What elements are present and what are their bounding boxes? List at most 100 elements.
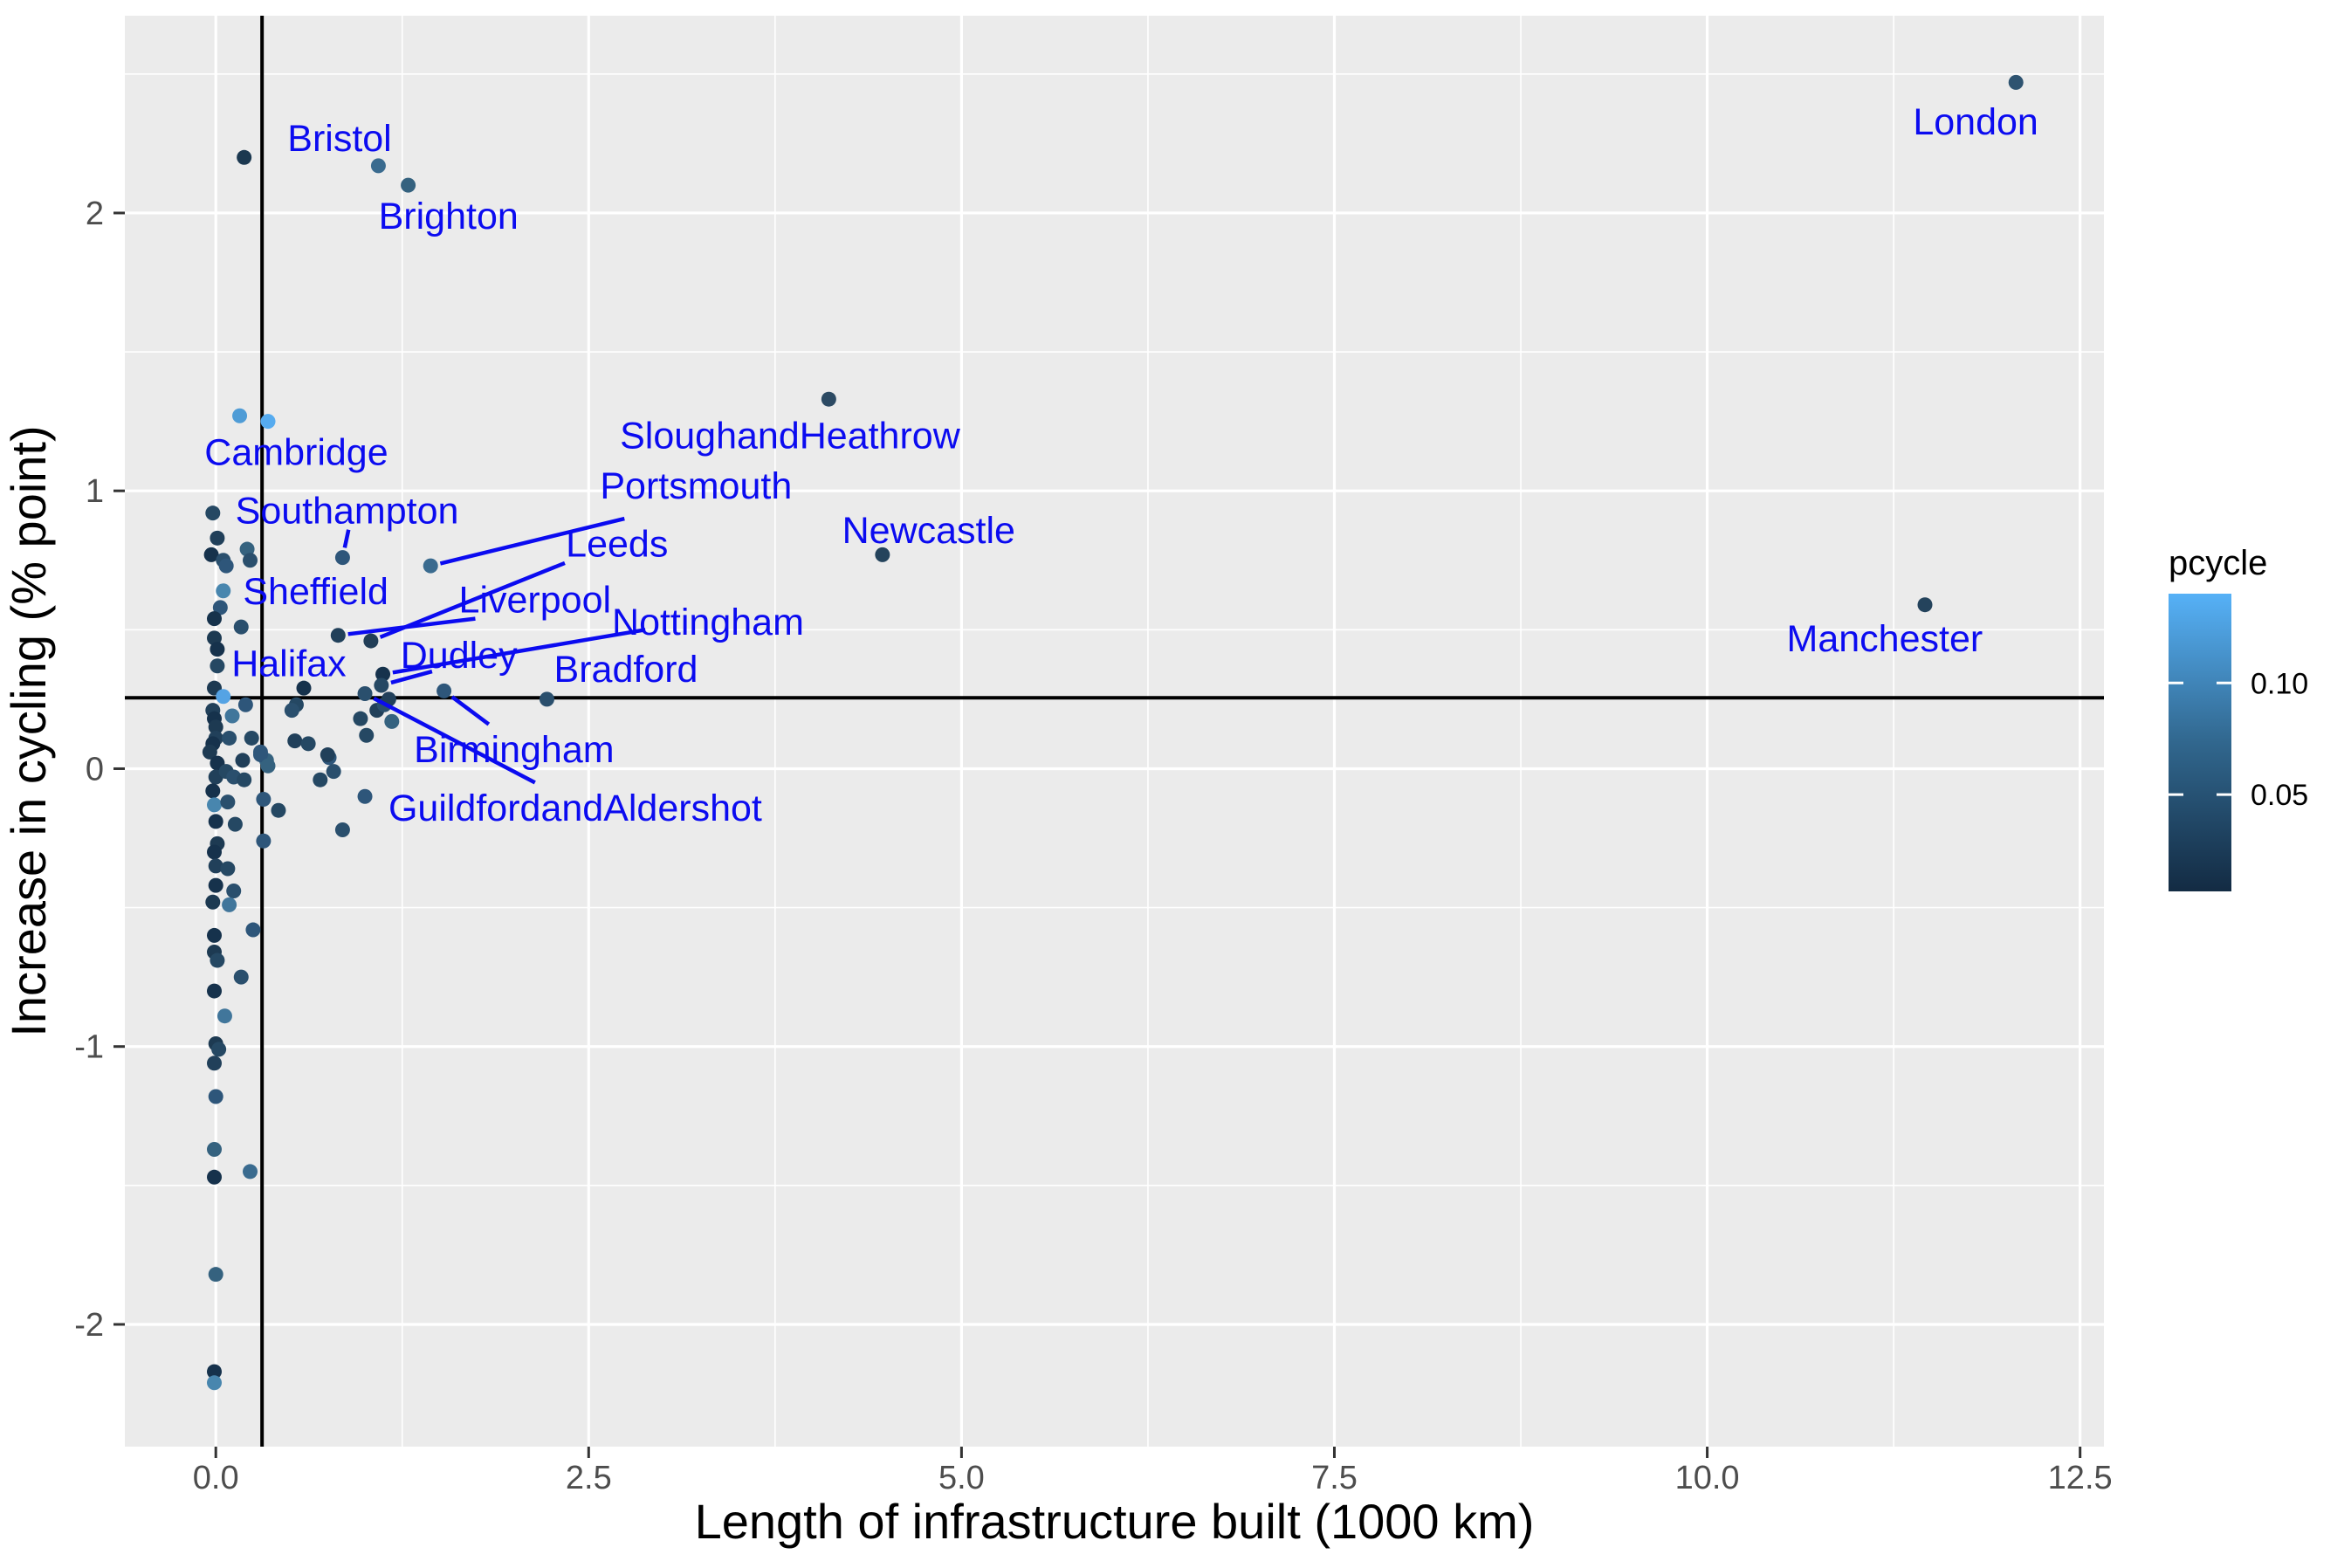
data-point — [237, 772, 252, 787]
data-point — [243, 1164, 258, 1179]
data-point — [205, 894, 221, 910]
label-leader-lines — [342, 516, 646, 785]
data-point — [227, 816, 243, 832]
x-tick-label: 12.5 — [2048, 1460, 2113, 1496]
data-point-london — [2008, 74, 2024, 90]
city-label-southampton: Southampton — [236, 490, 459, 532]
legend-colorbar: pcycle 0.10 0.05 — [2169, 544, 2308, 891]
data-point — [207, 1141, 223, 1157]
x-axis: 0.0 2.5 5.0 7.5 10.0 12.5 — [193, 1447, 2113, 1496]
data-point — [334, 822, 350, 837]
x-tick-label: 2.5 — [566, 1460, 612, 1496]
data-point — [202, 744, 217, 760]
data-point-halifax — [233, 619, 249, 635]
data-point — [320, 747, 335, 763]
data-point — [222, 897, 237, 912]
data-points — [202, 74, 2024, 1391]
data-point-dudley — [374, 677, 389, 693]
data-point-newcastle — [875, 547, 890, 562]
data-point — [235, 753, 251, 768]
x-tick-label: 0.0 — [193, 1460, 239, 1496]
data-point — [237, 697, 253, 712]
data-point — [271, 802, 286, 818]
data-point — [207, 1056, 223, 1071]
city-labels: London Bristol Brighton Cambridge SloughandH… — [204, 101, 2038, 829]
y-axis-title: Increase in cycling (% point) — [1, 425, 56, 1036]
data-point — [287, 733, 303, 749]
data-point — [210, 530, 225, 546]
data-point-sheffield — [216, 583, 231, 599]
data-point-cambridge — [260, 414, 276, 430]
data-point — [244, 730, 259, 746]
data-point — [384, 713, 400, 729]
data-point — [217, 1008, 232, 1024]
city-label-halifax: Halifax — [231, 643, 347, 685]
data-point — [208, 719, 223, 735]
x-axis-title: Length of infrastructure built (1000 km) — [695, 1494, 1535, 1549]
data-point — [208, 858, 223, 874]
data-point-portsmouth — [423, 558, 438, 574]
y-tick-label: -1 — [74, 1029, 104, 1066]
data-point-bristol — [370, 158, 386, 174]
data-point — [208, 1267, 223, 1283]
x-tick-label: 10.0 — [1675, 1460, 1740, 1496]
legend-ticks: 0.10 0.05 — [2169, 667, 2308, 812]
data-point-leeds — [363, 633, 379, 649]
leader-line-nottingham — [392, 628, 646, 675]
data-point — [326, 764, 341, 780]
city-label-sheffield: Sheffield — [243, 571, 388, 613]
data-point — [208, 1089, 223, 1104]
y-tick-label: 1 — [86, 473, 104, 510]
data-point — [216, 689, 231, 705]
data-point-bradford — [539, 691, 554, 707]
data-point-nottingham — [375, 666, 391, 682]
city-label-guildfordandaldershot: GuildfordandAldershot — [388, 787, 762, 829]
data-point — [237, 149, 252, 165]
city-label-portsmouth: Portsmouth — [600, 465, 792, 507]
data-point — [205, 783, 221, 799]
city-label-bristol: Bristol — [287, 118, 391, 160]
data-point-sloughandheathrow — [821, 391, 836, 407]
x-tick-label: 7.5 — [1311, 1460, 1358, 1496]
leader-line-guildfordandaldershot — [373, 696, 536, 785]
data-point — [232, 408, 248, 423]
data-point-liverpool — [330, 628, 346, 643]
data-point — [256, 833, 272, 849]
data-point — [208, 877, 223, 893]
plot-panel — [125, 16, 2104, 1447]
x-tick-label: 5.0 — [938, 1460, 985, 1496]
data-point — [211, 1042, 227, 1057]
data-point — [207, 630, 223, 646]
data-point — [260, 758, 276, 774]
leader-line-birmingham — [450, 695, 491, 726]
data-point — [357, 788, 373, 804]
data-point — [220, 794, 236, 810]
legend-title: pcycle — [2169, 544, 2267, 582]
data-point — [207, 844, 223, 860]
data-point — [239, 541, 255, 557]
legend-gradient-bar — [2169, 594, 2231, 891]
data-point — [207, 1169, 223, 1185]
y-tick-label: -2 — [74, 1307, 104, 1344]
minor-gridlines — [125, 16, 2104, 1447]
data-point — [222, 730, 237, 746]
data-point — [203, 547, 219, 562]
data-point — [212, 600, 228, 616]
city-label-dudley: Dudley — [401, 635, 518, 677]
data-point — [207, 983, 223, 999]
data-point-southampton — [334, 550, 350, 566]
data-point — [233, 969, 249, 985]
data-point — [210, 952, 225, 968]
data-point — [220, 861, 236, 877]
y-axis: 2 1 0 -1 -2 — [74, 196, 125, 1344]
city-label-bradford: Bradford — [554, 649, 698, 691]
data-point-guildfordandaldershot — [357, 686, 373, 702]
data-point — [224, 708, 240, 724]
data-point — [245, 922, 261, 938]
data-point-manchester — [1917, 597, 1933, 613]
city-label-cambridge: Cambridge — [204, 432, 388, 474]
data-point — [296, 680, 312, 696]
data-point — [210, 642, 225, 657]
data-point — [284, 703, 299, 719]
data-point — [207, 927, 223, 943]
